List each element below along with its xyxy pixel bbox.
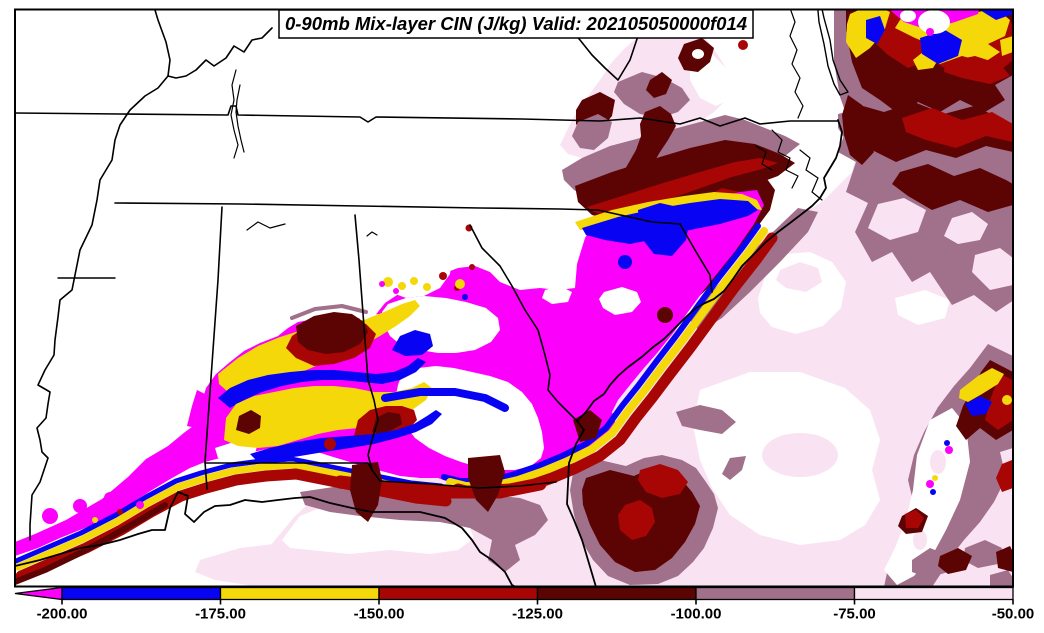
svg-text:-50.00: -50.00 — [992, 606, 1035, 623]
svg-text:-150.00: -150.00 — [354, 606, 405, 623]
svg-text:0-90mb Mix-layer CIN (J/kg) Va: 0-90mb Mix-layer CIN (J/kg) Valid: 20210… — [285, 13, 747, 34]
svg-text:-100.00: -100.00 — [671, 606, 722, 623]
svg-text:-75.00: -75.00 — [833, 606, 876, 623]
svg-text:-125.00: -125.00 — [512, 606, 563, 623]
svg-text:-200.00: -200.00 — [37, 606, 88, 623]
svg-text:-175.00: -175.00 — [195, 606, 246, 623]
